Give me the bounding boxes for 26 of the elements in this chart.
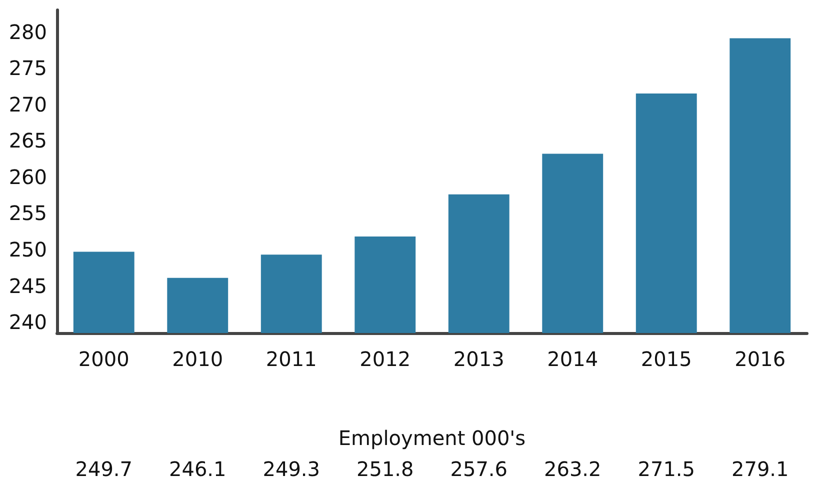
y-tick-label: 240 <box>8 310 47 334</box>
data-label: 279.1 <box>731 457 789 481</box>
data-label: 257.6 <box>450 457 508 481</box>
x-tick-label: 2015 <box>640 347 692 371</box>
data-label: 271.5 <box>638 457 696 481</box>
data-label: 249.7 <box>75 457 133 481</box>
x-tick-label: 2000 <box>78 347 130 371</box>
y-tick-label: 250 <box>8 238 47 262</box>
y-tick-label: 270 <box>8 92 47 116</box>
y-tick-label: 260 <box>8 164 47 189</box>
y-tick-label: 255 <box>8 201 47 226</box>
y-tick-label: 275 <box>8 56 47 80</box>
data-label: 249.3 <box>262 457 320 481</box>
data-label: 246.1 <box>168 457 226 481</box>
x-tick-label: 2016 <box>734 347 786 371</box>
data-label: 251.8 <box>356 457 414 481</box>
x-tick-label: 2010 <box>172 347 224 371</box>
y-tick-label: 245 <box>8 274 47 298</box>
y-tick-label: 265 <box>8 128 47 153</box>
x-axis-title: Employment 000's <box>338 426 526 450</box>
x-tick-label: 2014 <box>547 347 598 371</box>
data-label: 263.2 <box>544 457 602 481</box>
y-tick-label: 280 <box>8 20 47 44</box>
x-tick-label: 2012 <box>360 347 411 371</box>
x-tick-label: 2011 <box>266 347 317 371</box>
x-tick-label: 2013 <box>453 347 504 371</box>
